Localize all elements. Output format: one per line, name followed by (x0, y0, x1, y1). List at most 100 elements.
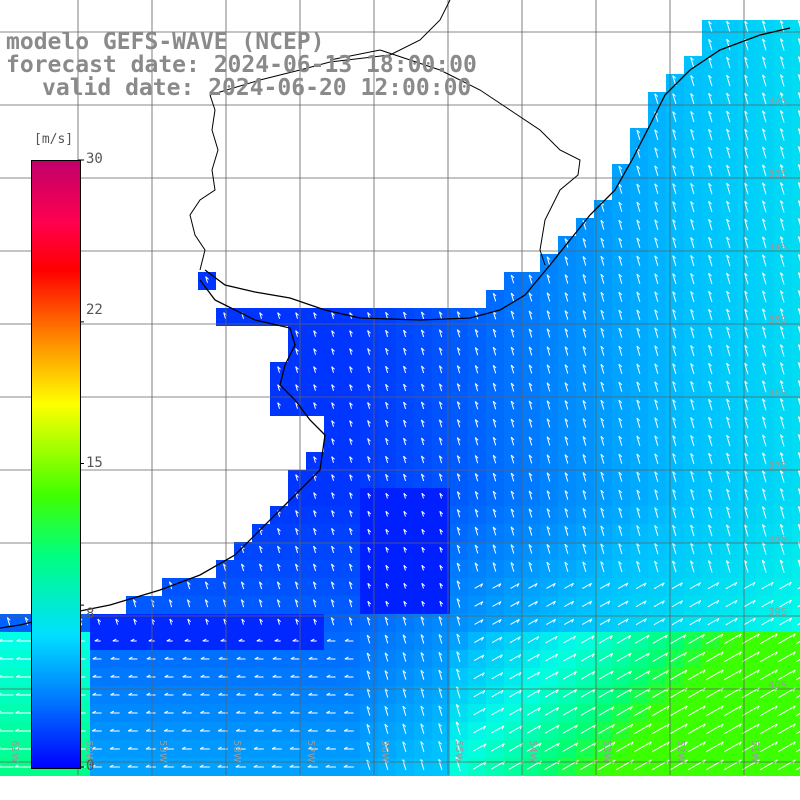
wind-arrow (761, 617, 774, 626)
wind-arrow (744, 290, 749, 303)
wind-arrow-head (636, 183, 641, 188)
wind-arrow (258, 581, 263, 590)
wind-arrow-head (780, 20, 784, 24)
wind-arrow (671, 618, 683, 626)
wind-arrow (600, 561, 605, 573)
wind-arrow (744, 416, 749, 429)
wind-arrow-head (654, 129, 658, 133)
wind-arrow-head (672, 165, 676, 169)
wind-arrow (313, 492, 317, 499)
wind-arrow-head (654, 291, 658, 295)
wind-arrow (474, 491, 479, 500)
wind-arrow (438, 669, 443, 680)
wind-arrow-head (403, 473, 407, 478)
wind-arrow-head (564, 346, 569, 350)
wind-arrow (385, 384, 389, 392)
wind-arrow (654, 417, 659, 429)
wind-arrow-head (438, 616, 443, 620)
wind-arrow (671, 582, 683, 590)
wind-arrow (744, 218, 749, 231)
wind-arrow (420, 419, 425, 428)
wind-arrow-head (654, 525, 658, 529)
wind-arrow-head (403, 419, 407, 424)
wind-arrow-head (349, 563, 353, 568)
wind-arrow (473, 707, 486, 716)
wind-arrow (618, 471, 623, 482)
wind-arrow-head (385, 528, 390, 533)
wind-arrow (744, 488, 749, 501)
wind-arrow-head (780, 362, 784, 366)
wind-arrow (797, 362, 800, 370)
wind-arrow (313, 528, 317, 536)
wind-arrow (455, 704, 461, 717)
wind-arrow-head (683, 652, 687, 657)
wind-arrow (580, 688, 596, 698)
wind-arrow (402, 670, 407, 680)
wind-arrow (672, 560, 677, 573)
wind-arrow-head (708, 146, 712, 151)
wind-arrow-head (483, 725, 487, 730)
wind-arrow-head (762, 524, 766, 528)
wind-arrow (474, 365, 479, 374)
wind-arrow-head (720, 723, 724, 728)
wind-arrow (492, 526, 497, 536)
wind-arrow-head (182, 692, 187, 696)
wind-arrow (726, 434, 731, 447)
title-model: modelo GEFS-WAVE (NCEP) (6, 29, 325, 55)
wind-arrow-head (492, 544, 497, 548)
wind-arrow-head (762, 56, 766, 60)
wind-arrow-head (734, 582, 738, 587)
wind-arrow (295, 402, 299, 409)
wind-arrow-head (690, 524, 694, 529)
wind-arrow (474, 562, 479, 572)
wind-arrow-head (708, 524, 712, 529)
wind-arrow (743, 599, 756, 608)
wind-arrow-head (636, 525, 640, 529)
wind-arrow (598, 635, 613, 644)
wind-arrow-head (277, 527, 281, 532)
wind-arrow (564, 256, 569, 266)
wind-arrow (687, 705, 706, 717)
wind-arrow (420, 329, 425, 338)
wind-arrow-head (726, 362, 730, 367)
wind-arrow-head (726, 470, 730, 475)
wind-arrow (582, 600, 593, 608)
wind-arrow-head (720, 669, 724, 674)
wind-arrow-head (738, 669, 742, 674)
wind-arrow (779, 559, 785, 573)
wind-arrow (726, 38, 731, 51)
wind-arrow-head (564, 508, 569, 512)
wind-arrow (313, 366, 317, 373)
wind-arrow (615, 741, 634, 753)
wind-arrow-head (205, 276, 209, 280)
wind-arrow (759, 651, 778, 663)
wind-arrow-head (181, 746, 186, 750)
wind-arrow (348, 599, 353, 608)
latitude-label: 34S (768, 242, 787, 253)
wind-arrow (223, 312, 227, 319)
wind-arrow (456, 669, 461, 681)
wind-arrow (797, 416, 800, 424)
wind-arrow (438, 652, 443, 662)
wind-arrow (618, 327, 623, 338)
wind-arrow-head (295, 366, 299, 370)
wind-arrow-head (654, 165, 658, 169)
wind-arrow (510, 600, 520, 607)
wind-speed-cell (792, 218, 800, 236)
wind-arrow-head (456, 365, 461, 369)
wind-arrow-head (592, 688, 596, 693)
wind-arrow (690, 201, 695, 213)
wind-arrow (600, 490, 605, 500)
wind-arrow (474, 636, 484, 643)
wind-arrow-head (331, 563, 335, 568)
wind-arrow-head (439, 419, 443, 423)
wind-arrow (690, 237, 695, 249)
wind-arrow-head (217, 764, 222, 768)
wind-arrow-head (554, 636, 558, 640)
wind-arrow (473, 672, 485, 680)
wind-arrow (403, 473, 407, 482)
wind-arrow-head (690, 57, 694, 61)
wind-arrow-head (483, 743, 487, 748)
wind-arrow-head (492, 328, 497, 333)
wind-arrow-head (708, 452, 712, 457)
